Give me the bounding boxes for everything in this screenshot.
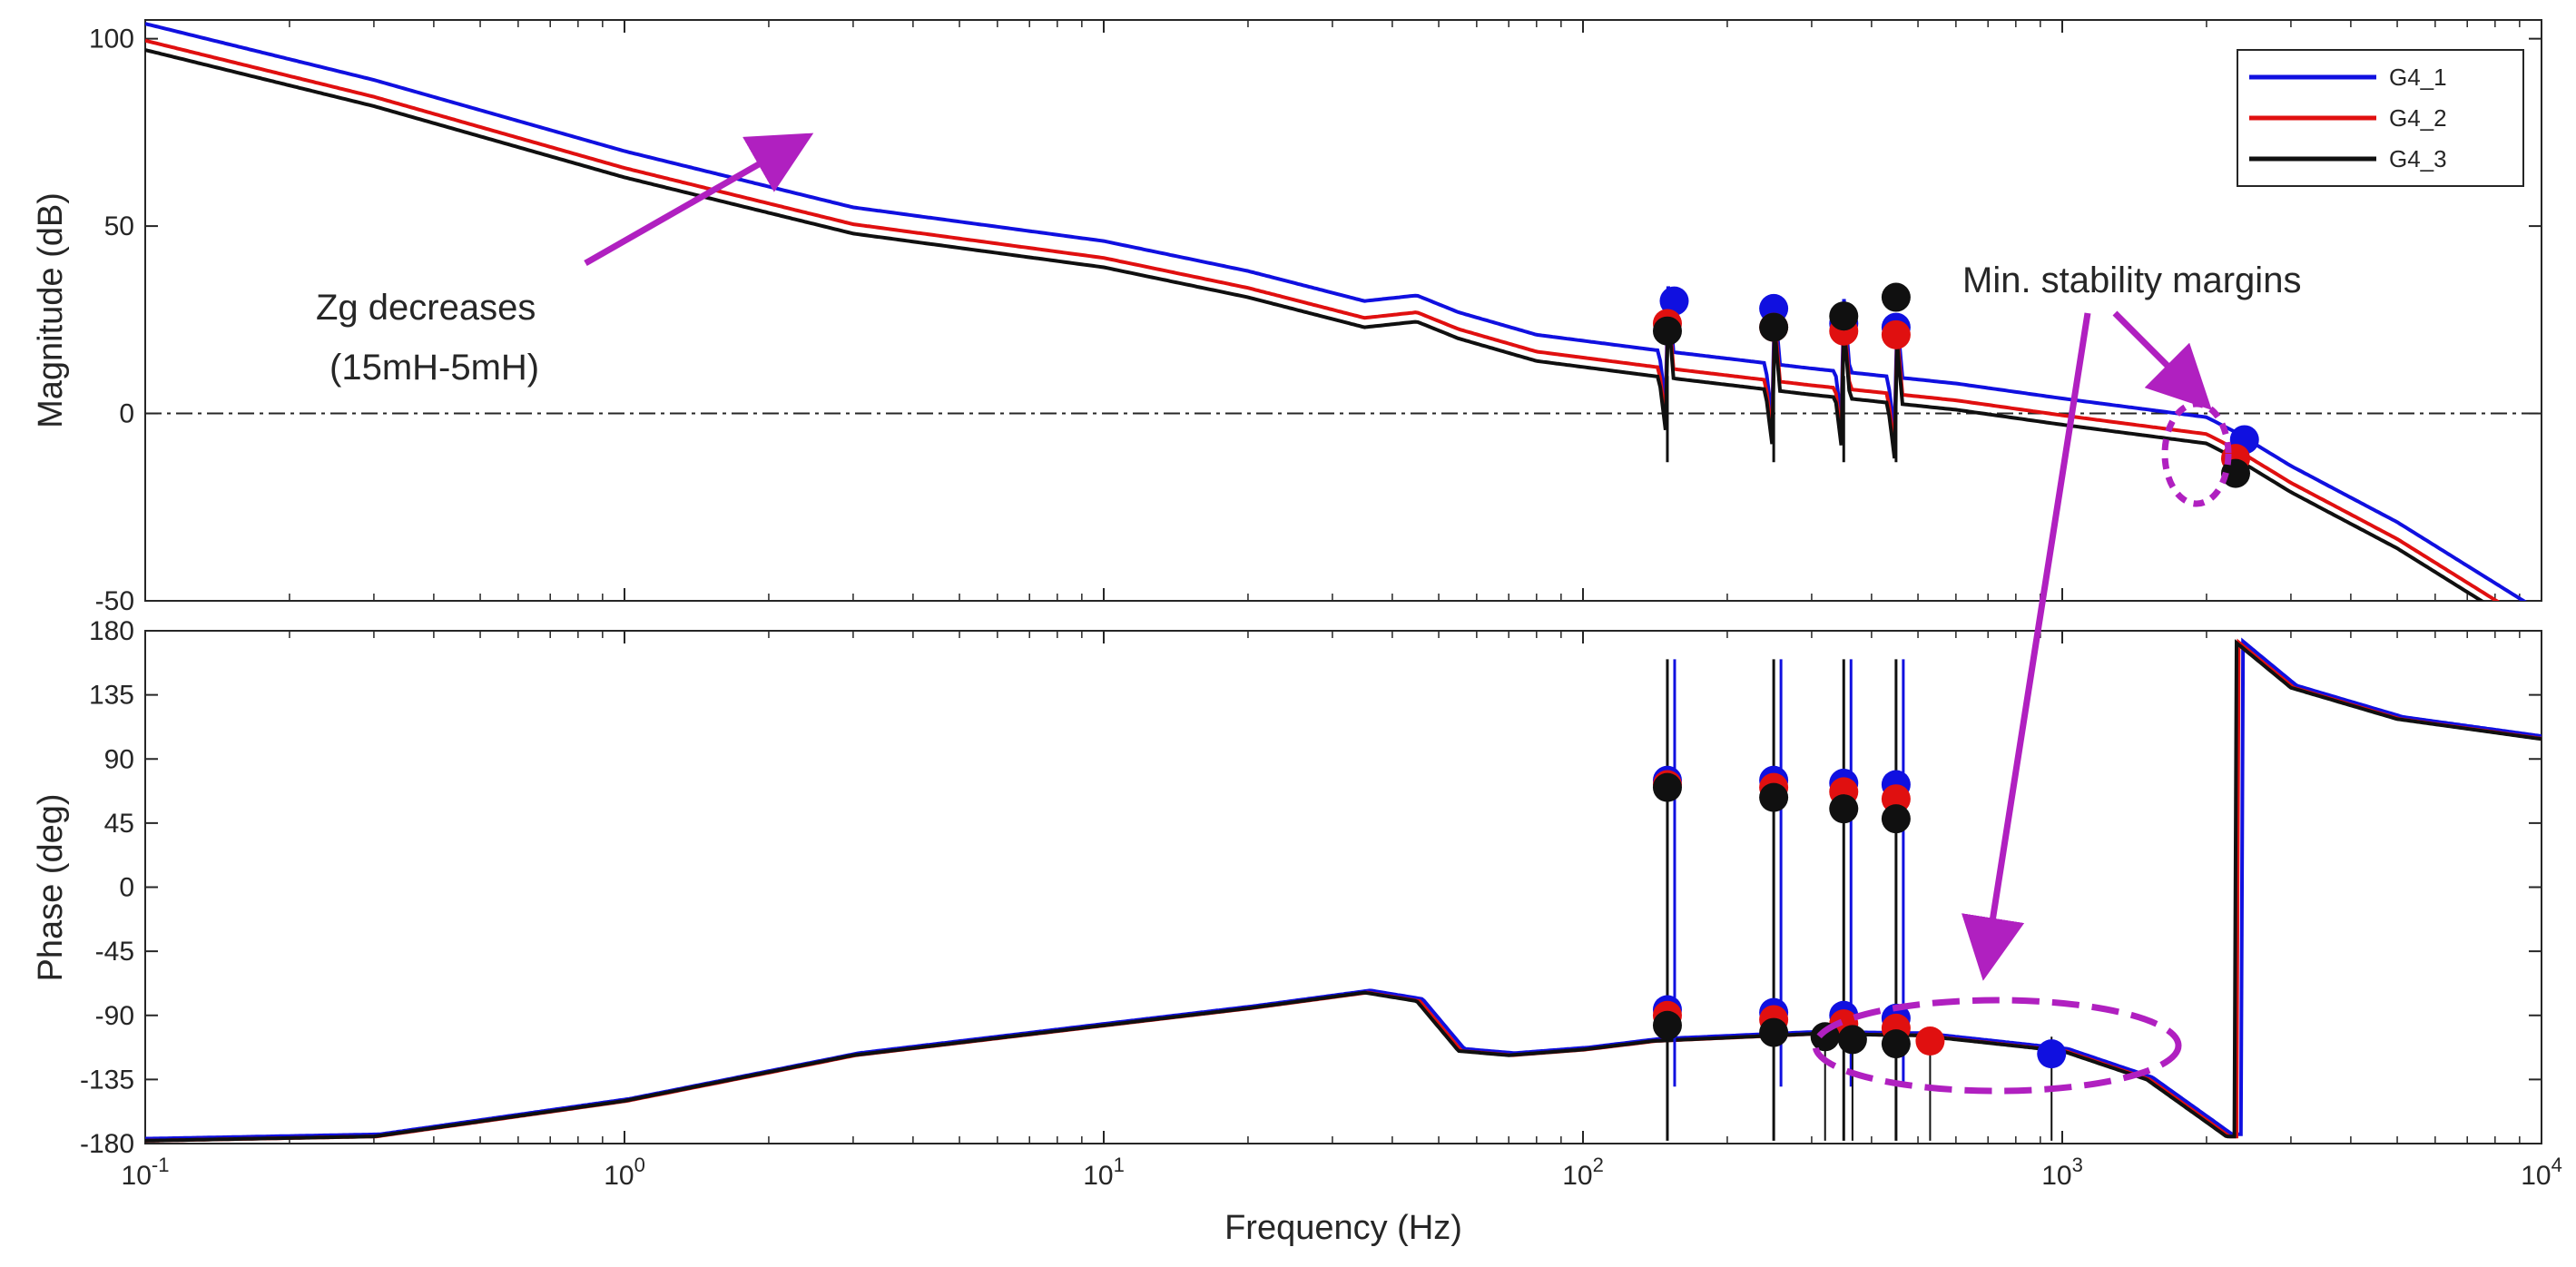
margin-arrow-phase [1961,312,2091,981]
zg-annotation-line2: (15mH-5mH) [329,348,539,388]
phase-curve-g4-3 [145,639,2542,1143]
phase-marker-g4-3 [1652,772,1682,802]
legend-label-g4-1: G4_1 [2389,64,2447,91]
magnitude-y-ticks: 100 50 0 -50 [89,25,2542,616]
magnitude-ytick-label: 0 [119,399,134,429]
magnitude-y-axis-label: Magnitude (dB) [32,192,70,428]
phase-marker-g4-3 [1829,794,1859,824]
legend-label-g4-3: G4_3 [2389,145,2447,172]
x-tick-label: 101 [1083,1154,1125,1191]
phase-marker-g4-3 [1837,1025,1867,1055]
phase-y-axis-label: Phase (deg) [32,793,70,981]
phase-marker-g4-3 [1652,1010,1682,1040]
x-tick-label: 10-1 [122,1154,170,1191]
magnitude-curve-g4-3 [145,48,2485,601]
legend-label-g4-2: G4_2 [2389,104,2447,132]
magnitude-ytick-label: 50 [104,211,134,241]
margin-arrow-magnitude [2112,310,2212,410]
phase-reference-lines [145,630,2542,1144]
phase-ytick-label: 0 [119,873,134,903]
phase-marker-g4-2 [1915,1026,1945,1056]
magnitude-ytick-label: 100 [89,25,134,54]
margin-ellipse-phase [1812,997,2182,1095]
phase-marker-g4-2 [1881,784,1911,814]
magnitude-curve-g4-2 [145,38,2501,601]
x-tick-labels: 10-1 100 101 102 103 104 [122,1154,2562,1191]
phase-marker-g4-3 [1759,1017,1789,1047]
x-tick-label: 104 [2521,1154,2562,1191]
phase-markers [1652,765,2067,1069]
magnitude-marker-g4-3 [1829,301,1859,331]
phase-marker-g4-3 [1881,804,1911,834]
zg-annotation-line1: Zg decreases [316,288,536,328]
x-axis-label: Frequency (Hz) [1224,1209,1462,1247]
magnitude-curves [145,22,2527,601]
magnitude-marker-g4-3 [1881,282,1911,312]
phase-ytick-label: -90 [95,1001,134,1031]
magnitude-ytick-label: -50 [95,586,134,616]
phase-marker-g4-1 [2037,1039,2067,1069]
phase-marker-g4-3 [1881,1029,1911,1059]
phase-ytick-label: -45 [95,937,134,967]
magnitude-marker-g4-2 [1881,319,1911,349]
phase-ytick-label: -135 [80,1065,134,1095]
magnitude-axes-box [144,19,2542,602]
magnitude-marker-g4-3 [1652,316,1682,346]
legend: G4_1 G4_2 G4_3 [2237,49,2524,187]
phase-panel: 180 135 90 45 0 -45 -90 -135 -180 Phase (deg) [32,616,2542,1159]
margin-ellipse-magnitude [2161,400,2232,507]
magnitude-curve-g4-1 [145,22,2527,601]
x-tick-label: 102 [1562,1154,1604,1191]
annotations: Zg decreases (15mH-5mH) Min. stability m… [316,133,2301,1095]
phase-ytick-label: 180 [89,616,134,646]
phase-marker-g4-3 [1759,782,1789,812]
phase-axes-box [144,630,2542,1144]
magnitude-marker-g4-3 [2220,458,2250,488]
zg-trend-arrow [584,133,814,267]
margin-annotation: Min. stability margins [1962,260,2301,300]
x-tick-label: 103 [2041,1154,2083,1191]
magnitude-marker-g4-3 [1759,312,1789,342]
magnitude-panel: 100 50 0 -50 Magnitude (dB) [32,19,2542,616]
phase-ytick-label: -180 [80,1129,134,1159]
phase-ytick-label: 90 [104,744,134,774]
phase-ytick-label: 135 [89,681,134,711]
x-tick-label: 100 [604,1154,645,1191]
phase-ytick-label: 45 [104,809,134,839]
magnitude-marker-g4-1 [1659,286,1689,316]
